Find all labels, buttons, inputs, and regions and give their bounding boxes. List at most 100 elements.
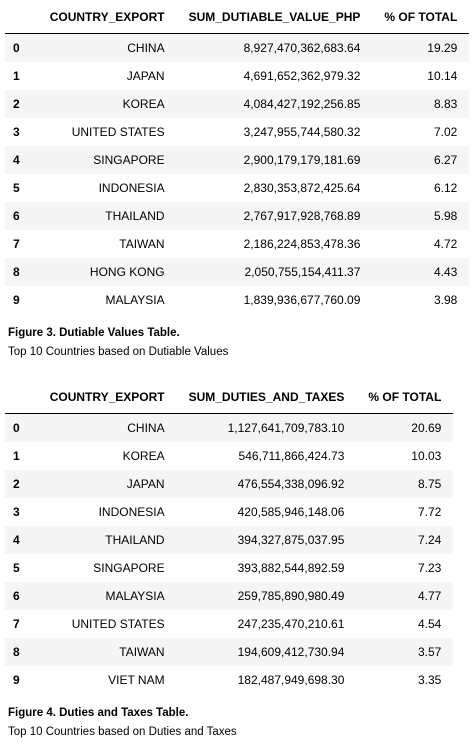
table-header-row: COUNTRY_EXPORT SUM_DUTIES_AND_TAXES % OF… bbox=[5, 380, 454, 414]
percent-cell: 20.69 bbox=[411, 421, 442, 435]
dutiable-values-table: COUNTRY_EXPORT SUM_DUTIABLE_VALUE_PHP % … bbox=[5, 0, 470, 314]
percent-cell: 5.98 bbox=[433, 209, 458, 223]
country-cell: SINGAPORE bbox=[93, 153, 165, 167]
value-cell: 2,830,353,872,425.64 bbox=[243, 181, 361, 195]
percent-cell: 4.77 bbox=[417, 589, 442, 603]
row-index: 3 bbox=[13, 125, 20, 139]
value-cell: 4,691,652,362,979.32 bbox=[243, 69, 361, 83]
percent-cell: 4.43 bbox=[433, 265, 458, 279]
row-index: 0 bbox=[13, 421, 20, 435]
country-cell: MALAYSIA bbox=[105, 293, 165, 307]
row-index: 4 bbox=[13, 533, 20, 547]
table-row: 5 INDONESIA 2,830,353,872,425.64 6.12 bbox=[5, 174, 470, 202]
percent-cell: 4.72 bbox=[433, 237, 458, 251]
country-cell: UNITED STATES bbox=[71, 617, 165, 631]
country-cell: KOREA bbox=[122, 449, 165, 463]
country-cell: HONG KONG bbox=[89, 265, 165, 279]
percent-cell: 7.24 bbox=[417, 533, 442, 547]
table-row: 8 TAIWAN 194,609,412,730.94 3.57 bbox=[5, 638, 454, 666]
value-cell: 4,084,427,192,256.85 bbox=[243, 97, 361, 111]
dutiable-values-block: COUNTRY_EXPORT SUM_DUTIABLE_VALUE_PHP % … bbox=[0, 0, 470, 358]
table-row: 6 MALAYSIA 259,785,890,980.49 4.77 bbox=[5, 582, 454, 610]
table-row: 4 THAILAND 394,327,875,037.95 7.24 bbox=[5, 526, 454, 554]
percent-cell: 7.23 bbox=[417, 561, 442, 575]
percent-cell: 3.98 bbox=[433, 293, 458, 307]
percent-cell: 8.83 bbox=[433, 97, 458, 111]
row-index: 5 bbox=[13, 181, 20, 195]
percent-cell: 3.57 bbox=[417, 645, 442, 659]
sum-duties-taxes-header: SUM_DUTIES_AND_TAXES bbox=[176, 380, 357, 414]
percent-cell: 10.03 bbox=[411, 449, 442, 463]
percent-cell: 3.35 bbox=[417, 673, 442, 687]
country-cell: INDONESIA bbox=[98, 181, 165, 195]
row-index: 8 bbox=[13, 645, 20, 659]
table-row: 1 JAPAN 4,691,652,362,979.32 10.14 bbox=[5, 62, 470, 90]
value-cell: 2,900,179,179,181.69 bbox=[243, 153, 361, 167]
duties-taxes-table: COUNTRY_EXPORT SUM_DUTIES_AND_TAXES % OF… bbox=[5, 380, 454, 694]
country-cell: VIET NAM bbox=[108, 673, 165, 687]
row-index: 7 bbox=[13, 617, 20, 631]
table-row: 9 MALAYSIA 1,839,936,677,760.09 3.98 bbox=[5, 286, 470, 314]
value-cell: 194,609,412,730.94 bbox=[237, 645, 345, 659]
value-cell: 2,767,917,928,768.89 bbox=[243, 209, 361, 223]
table-row: 8 HONG KONG 2,050,755,154,411.37 4.43 bbox=[5, 258, 470, 286]
country-cell: JAPAN bbox=[126, 477, 165, 491]
value-cell: 1,839,936,677,760.09 bbox=[243, 293, 361, 307]
table-row: 2 KOREA 4,084,427,192,256.85 8.83 bbox=[5, 90, 470, 118]
figure-4-caption: Figure 4. Duties and Taxes Table. bbox=[8, 707, 189, 719]
country-cell: MALAYSIA bbox=[105, 589, 165, 603]
value-cell: 259,785,890,980.49 bbox=[237, 589, 345, 603]
table-row: 9 VIET NAM 182,487,949,698.30 3.35 bbox=[5, 666, 454, 694]
table-row: 0 CHINA 1,127,641,709,783.10 20.69 bbox=[5, 413, 454, 442]
row-index: 6 bbox=[13, 209, 20, 223]
row-index: 7 bbox=[13, 237, 20, 251]
row-index: 9 bbox=[13, 293, 20, 307]
percent-cell: 8.75 bbox=[417, 477, 442, 491]
country-cell: TAIWAN bbox=[119, 645, 165, 659]
value-cell: 3,247,955,744,580.32 bbox=[243, 125, 361, 139]
percent-total-header: % OF TOTAL bbox=[356, 380, 454, 414]
value-cell: 476,554,338,096.92 bbox=[237, 477, 345, 491]
index-header bbox=[5, 0, 38, 34]
table-row: 1 KOREA 546,711,866,424.73 10.03 bbox=[5, 442, 454, 470]
value-cell: 420,585,946,148.06 bbox=[237, 505, 345, 519]
table-row: 3 INDONESIA 420,585,946,148.06 7.72 bbox=[5, 498, 454, 526]
country-cell: JAPAN bbox=[126, 69, 165, 83]
row-index: 4 bbox=[13, 153, 20, 167]
figure-4-subcaption: Top 10 Countries based on Duties and Tax… bbox=[8, 726, 237, 738]
country-cell: TAIWAN bbox=[119, 237, 165, 251]
percent-cell: 7.02 bbox=[433, 125, 458, 139]
value-cell: 247,235,470,210.61 bbox=[237, 617, 345, 631]
row-index: 0 bbox=[13, 41, 20, 55]
value-cell: 2,050,755,154,411.37 bbox=[244, 265, 361, 279]
figure-3-caption: Figure 3. Dutiable Values Table. bbox=[8, 327, 180, 339]
figure-3-subcaption: Top 10 Countries based on Dutiable Value… bbox=[8, 346, 229, 358]
percent-cell: 7.72 bbox=[417, 505, 442, 519]
table-row: 6 THAILAND 2,767,917,928,768.89 5.98 bbox=[5, 202, 470, 230]
table-row: 4 SINGAPORE 2,900,179,179,181.69 6.27 bbox=[5, 146, 470, 174]
row-index: 3 bbox=[13, 505, 20, 519]
country-export-header: COUNTRY_EXPORT bbox=[37, 0, 177, 34]
table-header-row: COUNTRY_EXPORT SUM_DUTIABLE_VALUE_PHP % … bbox=[5, 0, 470, 34]
table-row: 0 CHINA 8,927,470,362,683.64 19.29 bbox=[5, 33, 470, 62]
percent-cell: 6.27 bbox=[433, 153, 458, 167]
country-cell: CHINA bbox=[127, 41, 165, 55]
row-index: 5 bbox=[13, 561, 20, 575]
value-cell: 8,927,470,362,683.64 bbox=[243, 41, 361, 55]
country-cell: UNITED STATES bbox=[71, 125, 165, 139]
sum-dutiable-value-header: SUM_DUTIABLE_VALUE_PHP bbox=[176, 0, 373, 34]
country-cell: SINGAPORE bbox=[93, 561, 165, 575]
row-index: 9 bbox=[13, 673, 20, 687]
duties-taxes-block: COUNTRY_EXPORT SUM_DUTIES_AND_TAXES % OF… bbox=[0, 380, 454, 738]
percent-cell: 19.29 bbox=[427, 41, 458, 55]
table-row: 5 SINGAPORE 393,882,544,892.59 7.23 bbox=[5, 554, 454, 582]
table-row: 7 UNITED STATES 247,235,470,210.61 4.54 bbox=[5, 610, 454, 638]
table-row: 3 UNITED STATES 3,247,955,744,580.32 7.02 bbox=[5, 118, 470, 146]
country-cell: THAILAND bbox=[105, 533, 165, 547]
index-header bbox=[5, 380, 38, 414]
row-index: 6 bbox=[13, 589, 20, 603]
country-cell: INDONESIA bbox=[98, 505, 165, 519]
table-row: 7 TAIWAN 2,186,224,853,478.36 4.72 bbox=[5, 230, 470, 258]
value-cell: 393,882,544,892.59 bbox=[237, 561, 345, 575]
row-index: 1 bbox=[13, 69, 20, 83]
